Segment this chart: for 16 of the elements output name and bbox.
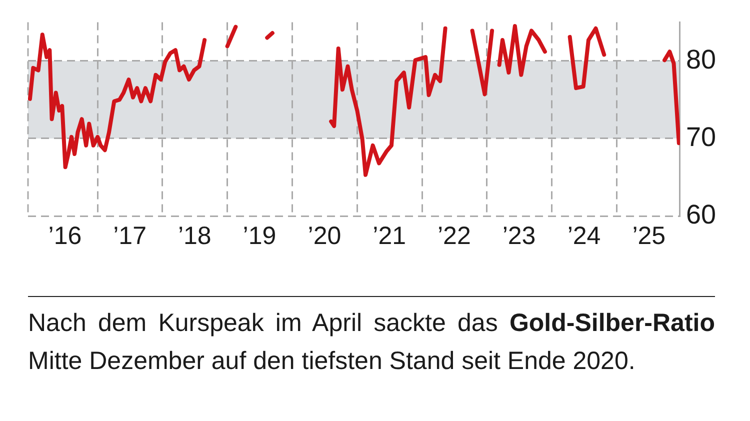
y-tick-label: 80 (686, 44, 716, 74)
x-tick-label: ’22 (437, 222, 471, 250)
x-tick-label: ’20 (308, 222, 342, 250)
x-tick-label: ’25 (632, 222, 666, 250)
x-tick-label: ’24 (567, 222, 601, 250)
text: Nach dem Kurspeak im April sackte das (28, 309, 498, 337)
text: Gold-Silber-Ratio (509, 309, 715, 337)
y-tick-label: 60 (686, 199, 716, 230)
x-tick-label: ’19 (242, 222, 276, 250)
y-tick-label: 70 (686, 122, 716, 152)
x-tick-label: ’18 (178, 222, 212, 250)
x-tick-label: ’21 (372, 222, 406, 250)
text: Mitte Dezember auf den tiefsten Stand seit Ende 2020. (28, 347, 636, 375)
x-tick-label: ’17 (113, 222, 146, 250)
x-tick-label: ’23 (502, 222, 536, 250)
x-tick-label: ’16 (48, 222, 82, 250)
